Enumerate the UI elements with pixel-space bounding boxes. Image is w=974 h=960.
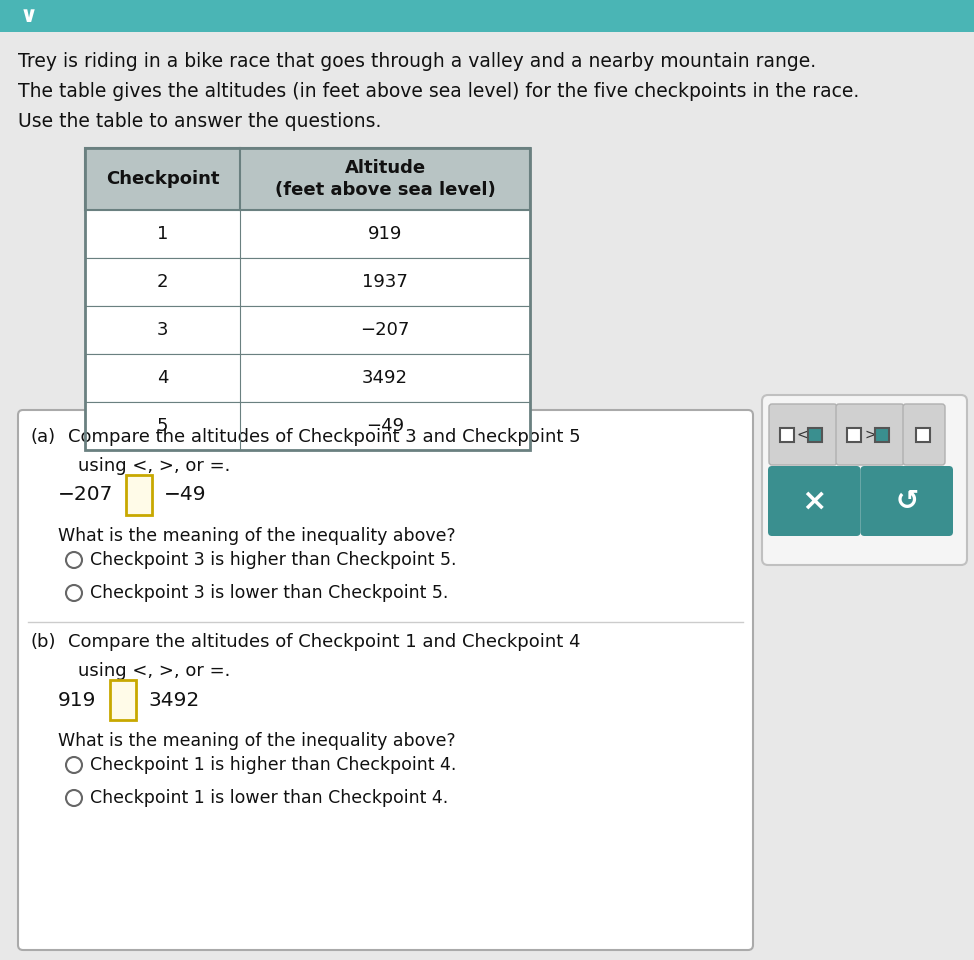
Text: (a): (a) [30, 428, 56, 446]
Text: −207: −207 [58, 486, 113, 505]
Text: 3492: 3492 [148, 690, 200, 709]
FancyBboxPatch shape [860, 466, 953, 536]
FancyBboxPatch shape [836, 404, 904, 465]
Text: ∨: ∨ [20, 6, 38, 26]
Text: −49: −49 [164, 486, 206, 505]
Text: 3: 3 [157, 321, 169, 339]
Bar [85, 402, 530, 450]
FancyBboxPatch shape [762, 395, 967, 565]
Bar [85, 210, 530, 258]
Text: ×: × [802, 487, 827, 516]
Text: using <, >, or =.: using <, >, or =. [78, 662, 231, 680]
Text: 1937: 1937 [362, 273, 408, 291]
Bar [85, 148, 530, 210]
Text: 1: 1 [157, 225, 169, 243]
Bar [0, 0, 974, 32]
Bar [85, 258, 530, 306]
Text: 919: 919 [58, 690, 96, 709]
Bar [847, 427, 861, 442]
Text: Compare the altitudes of Checkpoint 1 and Checkpoint 4: Compare the altitudes of Checkpoint 1 an… [68, 633, 581, 651]
Bar [126, 475, 152, 515]
Text: −207: −207 [360, 321, 410, 339]
Text: 4: 4 [157, 369, 169, 387]
Bar [916, 427, 930, 442]
Text: ↺: ↺ [895, 487, 918, 515]
Bar [85, 354, 530, 402]
Text: −49: −49 [366, 417, 404, 435]
Text: >: > [864, 427, 876, 442]
Text: Use the table to answer the questions.: Use the table to answer the questions. [18, 112, 382, 131]
Text: What is the meaning of the inequality above?: What is the meaning of the inequality ab… [58, 527, 456, 545]
Text: (b): (b) [30, 633, 56, 651]
Text: Checkpoint 3 is lower than Checkpoint 5.: Checkpoint 3 is lower than Checkpoint 5. [90, 584, 448, 602]
Text: Checkpoint 1 is higher than Checkpoint 4.: Checkpoint 1 is higher than Checkpoint 4… [90, 756, 457, 774]
FancyBboxPatch shape [903, 404, 945, 465]
Text: Trey is riding in a bike race that goes through a valley and a nearby mountain r: Trey is riding in a bike race that goes … [18, 52, 816, 71]
Text: using <, >, or =.: using <, >, or =. [78, 457, 231, 475]
Text: 2: 2 [157, 273, 169, 291]
Text: 3492: 3492 [362, 369, 408, 387]
Bar [85, 306, 530, 354]
FancyBboxPatch shape [768, 466, 860, 536]
Text: The table gives the altitudes (in feet above sea level) for the five checkpoints: The table gives the altitudes (in feet a… [18, 82, 859, 101]
Text: 919: 919 [368, 225, 402, 243]
Bar [875, 427, 889, 442]
Text: 5: 5 [157, 417, 169, 435]
FancyBboxPatch shape [769, 404, 837, 465]
Text: Compare the altitudes of Checkpoint 3 and Checkpoint 5: Compare the altitudes of Checkpoint 3 an… [68, 428, 581, 446]
Bar [110, 680, 136, 720]
Text: What is the meaning of the inequality above?: What is the meaning of the inequality ab… [58, 732, 456, 750]
Text: Altitude
(feet above sea level): Altitude (feet above sea level) [275, 159, 496, 199]
Bar [808, 427, 822, 442]
Text: <: < [797, 427, 808, 442]
Bar [85, 148, 530, 450]
FancyBboxPatch shape [18, 410, 753, 950]
Text: Checkpoint: Checkpoint [106, 170, 219, 188]
Text: Checkpoint 3 is higher than Checkpoint 5.: Checkpoint 3 is higher than Checkpoint 5… [90, 551, 457, 569]
Text: Checkpoint 1 is lower than Checkpoint 4.: Checkpoint 1 is lower than Checkpoint 4. [90, 789, 448, 807]
Bar [780, 427, 794, 442]
